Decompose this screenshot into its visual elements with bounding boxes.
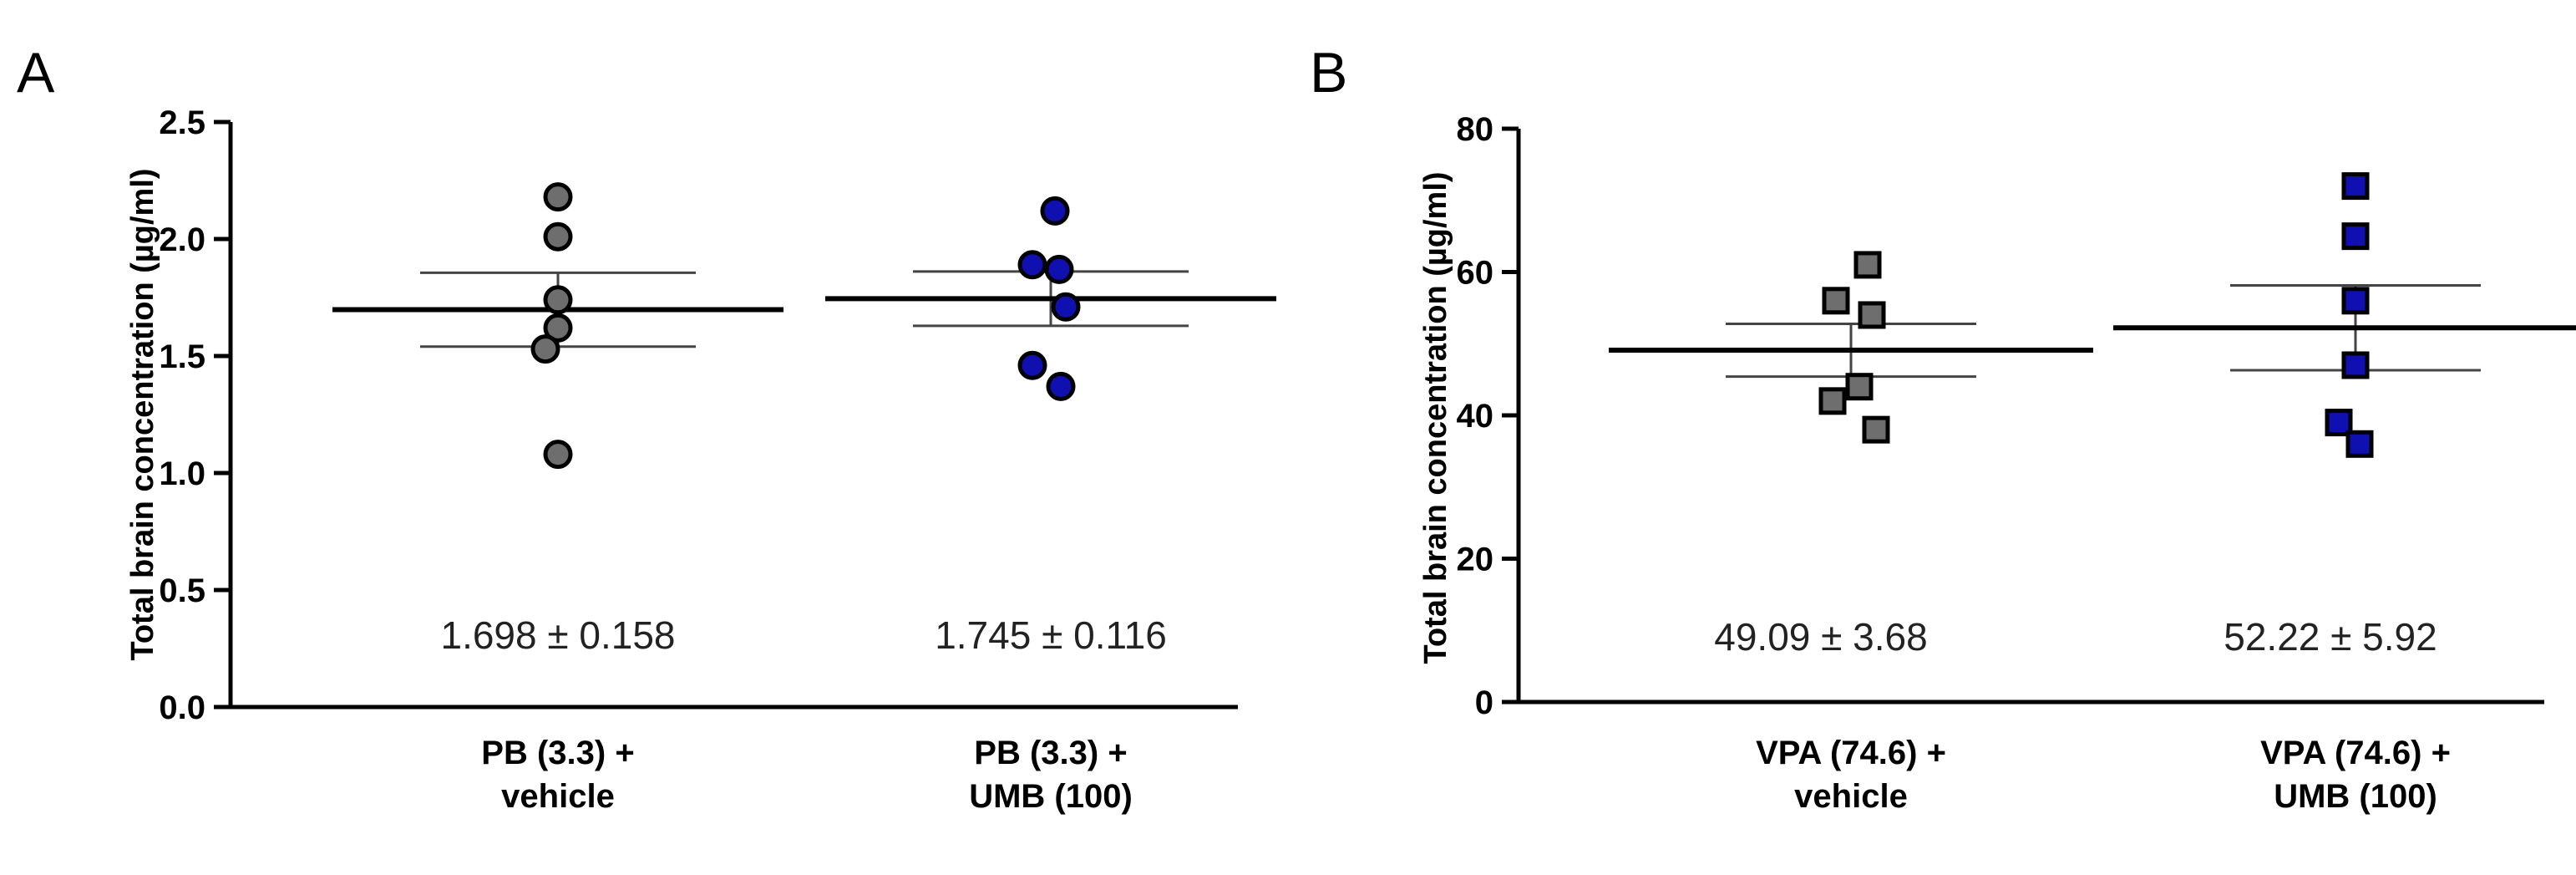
data-marks xyxy=(332,182,1276,470)
data-point xyxy=(543,182,573,212)
data-point xyxy=(1051,292,1081,322)
data-point xyxy=(1845,373,1874,401)
panel-letter: A xyxy=(17,41,55,104)
category-label: VPA (74.6) + xyxy=(1756,735,1946,771)
y-tick-label: 2.5 xyxy=(159,104,205,141)
y-ticks: 0.0 0.5 1.0 1.5 2.0 2.5 xyxy=(159,104,231,726)
data-point xyxy=(2341,287,2370,315)
category-label: UMB (100) xyxy=(969,778,1133,815)
category-label: UMB (100) xyxy=(2274,778,2437,815)
data-point xyxy=(2341,351,2370,379)
data-point xyxy=(1017,350,1047,380)
panel-letter: B xyxy=(1310,41,1347,104)
category-label: PB (3.3) + xyxy=(481,735,634,771)
data-point xyxy=(1853,251,1882,279)
data-point xyxy=(543,440,573,470)
data-point xyxy=(1046,371,1076,401)
y-tick-label: 1.5 xyxy=(159,338,205,375)
data-point xyxy=(1017,250,1047,280)
y-tick-label: 0.5 xyxy=(159,572,205,609)
category-label: PB (3.3) + xyxy=(974,735,1127,771)
y-tick-label: 40 xyxy=(1457,398,1494,435)
y-axis-title: Total brain concentration (µg/ml) xyxy=(1418,171,1453,664)
category-label: VPA (74.6) + xyxy=(2260,735,2451,771)
data-point xyxy=(1040,196,1070,226)
data-marks xyxy=(1609,172,2576,458)
mean-sem-annotation: 52.22 ± 5.92 xyxy=(2224,615,2437,659)
data-point xyxy=(530,334,560,364)
x-category-labels: VPA (74.6) + vehicle VPA (74.6) + UMB (1… xyxy=(1756,735,2451,815)
data-point xyxy=(1818,387,1847,415)
data-point xyxy=(543,313,573,343)
y-tick-label: 0 xyxy=(1475,684,1493,721)
category-label: vehicle xyxy=(1794,778,1908,815)
y-tick-label: 60 xyxy=(1457,255,1494,292)
y-tick-label: 80 xyxy=(1457,111,1494,148)
mean-sem-annotation: 49.09 ± 3.68 xyxy=(1714,615,1927,659)
x-category-labels: PB (3.3) + vehicle PB (3.3) + UMB (100) xyxy=(481,735,1133,815)
panel-b: B Total brain concentration (µg/ml) 0 20 4… xyxy=(1310,41,2576,815)
data-point xyxy=(1862,415,1890,444)
panel-a: A Total brain concentration (µg/ml) 0.00… xyxy=(17,41,1276,815)
data-point xyxy=(1822,287,1850,315)
data-point xyxy=(2345,430,2374,458)
data-point xyxy=(543,285,573,315)
y-tick-label: 1.0 xyxy=(159,455,205,492)
data-point xyxy=(2341,172,2370,201)
data-point xyxy=(1044,254,1074,284)
mean-sem-annotation: 1.745 ± 0.116 xyxy=(935,613,1167,657)
y-ticks: 0 20 40 60 80 xyxy=(1457,111,1519,721)
category-label: vehicle xyxy=(501,778,615,815)
y-tick-label: 0.0 xyxy=(159,689,205,726)
mean-sem-annotation: 1.698 ± 0.158 xyxy=(440,613,675,657)
y-tick-label: 2.0 xyxy=(159,221,205,258)
data-point xyxy=(1858,301,1886,329)
data-point xyxy=(2341,222,2370,251)
y-tick-label: 20 xyxy=(1457,542,1494,578)
y-axis-title: Total brain concentration (µg/ml) xyxy=(125,168,160,660)
data-point xyxy=(543,221,573,252)
